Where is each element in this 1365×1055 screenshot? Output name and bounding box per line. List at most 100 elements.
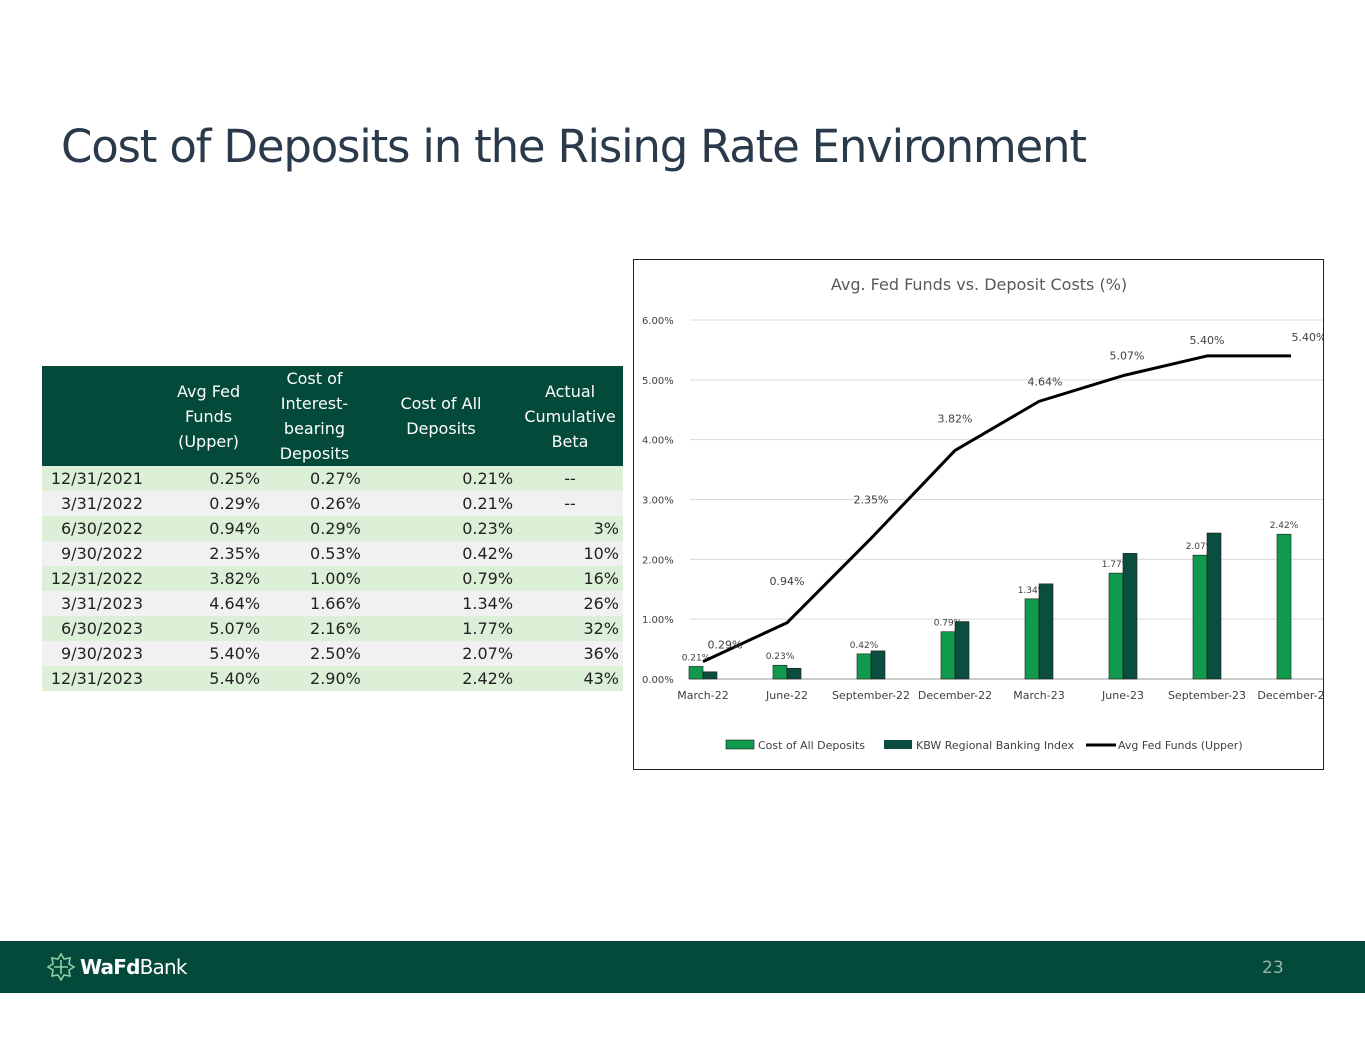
table-cell: 2.35% [153,541,265,566]
table-cell: 12/31/2022 [42,566,154,591]
bar-data-label: 2.07% [1186,542,1215,552]
x-tick-label: December-2 [1257,689,1323,702]
bar-cost-all-deposits [856,653,872,680]
table-cell: 16% [517,566,623,591]
table-cell: -- [517,466,623,491]
line-data-label: 4.64% [1028,375,1063,388]
fed-funds-chart: Avg. Fed Funds vs. Deposit Costs (%) 0.00… [642,275,1323,752]
table-cell: 12/31/2021 [42,466,154,491]
table-row: 12/31/2023 5.40% 2.90% 2.42% 43% [42,666,623,691]
bar-data-label: 2.42% [1270,521,1299,531]
table-row: 9/30/2023 5.40% 2.50% 2.07% 36% [42,641,623,666]
legend-label: Cost of All Deposits [758,739,865,752]
table-cell: 26% [517,591,623,616]
header-cumulative-beta: Actual Cumulative Beta [517,366,623,466]
bar-data-label: 1.34% [1018,586,1047,596]
header-cost-all-deposits: Cost of All Deposits [364,366,518,466]
table-row: 9/30/2022 2.35% 0.53% 0.42% 10% [42,541,623,566]
bar-kbw-index [870,650,886,680]
line-avg-fed-funds [702,354,1291,664]
wafd-logo: WaFdBank [46,952,187,982]
table-cell: 32% [517,616,623,641]
table-cell: 0.53% [264,541,365,566]
bar-data-label: 0.23% [766,652,795,662]
x-tick-label: March-22 [677,689,729,702]
page-number: 23 [1262,958,1284,978]
table-cell: 36% [517,641,623,666]
table-cell: 43% [517,666,623,691]
bar-cost-all-deposits [1108,572,1124,680]
table-cell: 0.94% [153,516,265,541]
line-data-label: 5.40% [1292,331,1323,344]
table-cell: 9/30/2022 [42,541,154,566]
table-cell: 9/30/2023 [42,641,154,666]
table-cell: 3/31/2022 [42,491,154,516]
table-cell: 0.29% [153,491,265,516]
line-data-label: 0.29% [708,639,743,652]
table-row: 3/31/2022 0.29% 0.26% 0.21% -- [42,491,623,516]
bar-kbw-index [1038,583,1054,680]
table-cell: 0.29% [264,516,365,541]
table-cell: 12/31/2023 [42,666,154,691]
x-tick-label: December-22 [918,689,992,702]
x-tick-label: September-23 [1168,689,1246,702]
bar-cost-all-deposits [1276,533,1292,680]
table-cell: 5.07% [153,616,265,641]
logo-regular-text: Bank [139,955,188,979]
table-cell: 0.25% [153,466,265,491]
table-row: 12/31/2021 0.25% 0.27% 0.21% -- [42,466,623,491]
x-tick-label: September-22 [832,689,910,702]
y-tick-label: 6.00% [642,316,674,327]
bar-cost-all-deposits [688,666,704,680]
table-header-row: Avg Fed Funds (Upper) Cost of Interest-b… [42,366,623,466]
table-cell: 1.34% [364,591,518,616]
table-cell: 3% [517,516,623,541]
table-cell: 0.26% [264,491,365,516]
table-cell: 3.82% [153,566,265,591]
table-cell: 0.79% [364,566,518,591]
table-cell: 1.66% [264,591,365,616]
bar-data-label: 0.21% [682,653,711,663]
bar-data-label: 1.77% [1102,560,1131,570]
table-cell: 2.42% [364,666,518,691]
page-title: Cost of Deposits in the Rising Rate Envi… [61,120,1087,173]
table-cell: -- [517,491,623,516]
x-tick-label: June-23 [1101,689,1144,702]
table-cell: 0.42% [364,541,518,566]
bar-kbw-index [702,671,718,680]
legend-swatch-cost-all-deposits [725,739,755,750]
chart-panel: Avg. Fed Funds vs. Deposit Costs (%) 0.00… [633,259,1324,770]
rates-table: Avg Fed Funds (Upper) Cost of Interest-b… [42,366,623,691]
bar-cost-all-deposits [772,664,788,680]
y-tick-label: 1.00% [642,615,674,626]
y-tick-label: 2.00% [642,555,674,566]
table-cell: 5.40% [153,666,265,691]
table-cell: 5.40% [153,641,265,666]
legend-label: KBW Regional Banking Index [916,739,1075,752]
table-cell: 2.07% [364,641,518,666]
table-cell: 0.21% [364,466,518,491]
line-data-label: 5.40% [1190,334,1225,347]
y-tick-label: 5.00% [642,376,674,387]
y-tick-label: 0.00% [642,675,674,686]
table-cell: 0.21% [364,491,518,516]
table-cell: 2.16% [264,616,365,641]
bar-data-label: 0.79% [934,619,963,629]
logo-bold-text: WaFd [80,955,140,979]
bar-kbw-index [1206,532,1222,680]
bar-cost-all-deposits [1192,554,1208,680]
table-cell: 1.77% [364,616,518,641]
legend-label: Avg Fed Funds (Upper) [1118,739,1243,752]
x-tick-label: March-23 [1013,689,1065,702]
header-avg-fed-funds: Avg Fed Funds (Upper) [153,366,265,466]
table-row: 6/30/2022 0.94% 0.29% 0.23% 3% [42,516,623,541]
table-body: 12/31/2021 0.25% 0.27% 0.21% -- 3/31/2022 0.29… [42,466,623,691]
bar-cost-all-deposits [940,631,956,680]
table-cell: 0.23% [364,516,518,541]
table-cell: 0.27% [264,466,365,491]
line-data-label: 5.07% [1110,350,1145,363]
table-row: 3/31/2023 4.64% 1.66% 1.34% 26% [42,591,623,616]
bar-kbw-index [954,621,970,680]
footer-bar [0,941,1365,993]
table-cell: 4.64% [153,591,265,616]
